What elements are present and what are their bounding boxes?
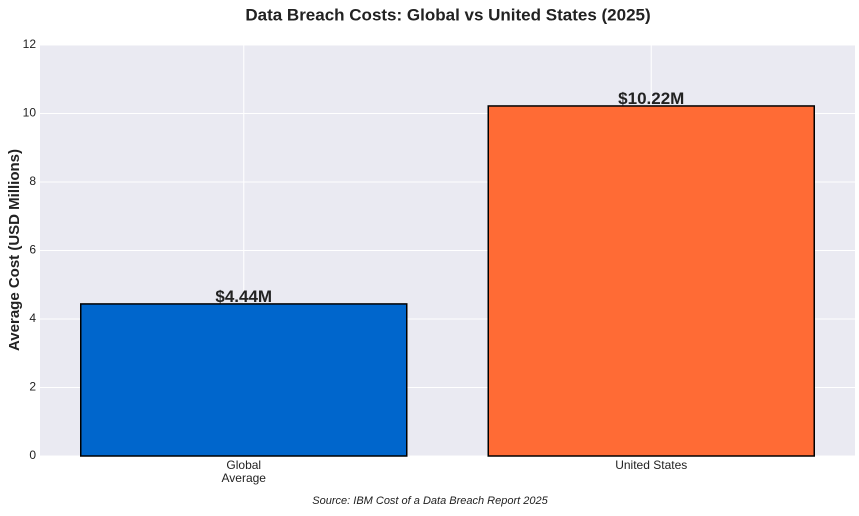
- bar: [80, 303, 408, 457]
- y-tick-label: 0: [29, 448, 36, 462]
- y-tick-label: 4: [29, 311, 36, 325]
- x-tick-label: United States: [615, 458, 687, 472]
- value-label: $10.22M: [618, 89, 684, 108]
- x-tick-label: Global Average: [222, 458, 267, 485]
- y-tick-label: 6: [29, 243, 36, 257]
- chart-title: Data Breach Costs: Global vs United Stat…: [245, 5, 650, 24]
- y-tick-label: 12: [23, 37, 37, 51]
- value-label: $4.44M: [215, 287, 272, 306]
- y-tick-label: 10: [23, 106, 37, 120]
- bar: [487, 105, 815, 457]
- y-axis-label: Average Cost (USD Millions): [6, 149, 23, 351]
- y-tick-label: 2: [29, 380, 36, 394]
- y-tick-label: 8: [29, 174, 36, 188]
- source-note: Source: IBM Cost of a Data Breach Report…: [312, 495, 548, 507]
- marks: [80, 105, 815, 457]
